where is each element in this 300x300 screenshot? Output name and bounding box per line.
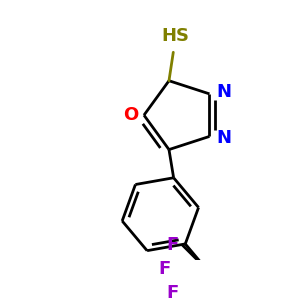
Text: F: F [167, 236, 179, 254]
Text: N: N [216, 83, 231, 101]
Text: N: N [216, 129, 231, 147]
Text: F: F [167, 284, 179, 300]
Text: HS: HS [161, 27, 189, 45]
Text: O: O [124, 106, 139, 124]
Text: F: F [158, 260, 170, 278]
